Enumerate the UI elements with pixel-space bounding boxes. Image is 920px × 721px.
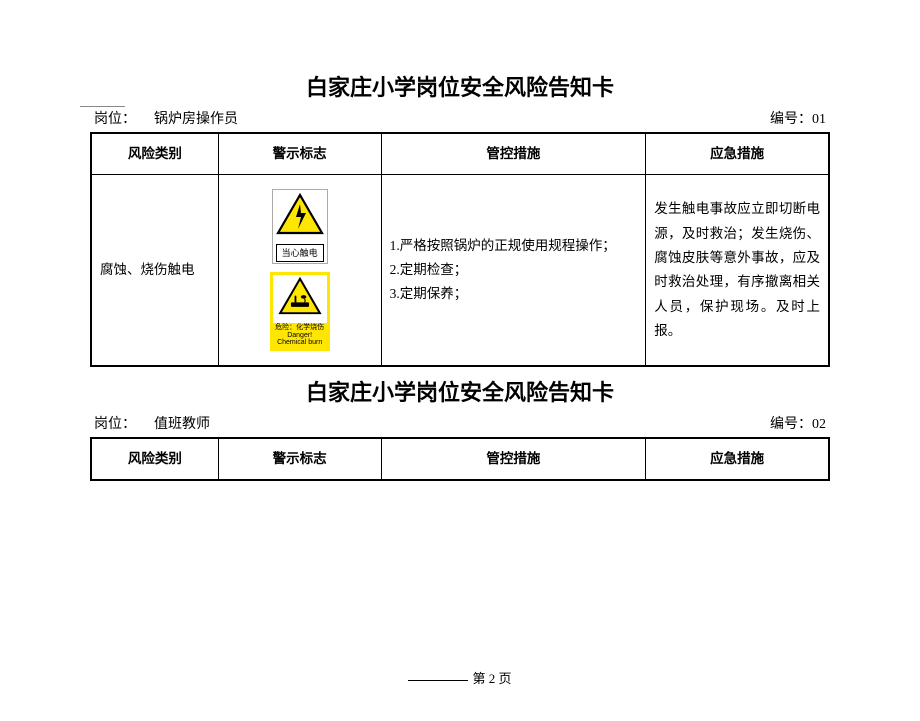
card1-subheader: 岗位： 锅炉房操作员 编号：01	[90, 108, 830, 132]
chem-label-en: Danger! Chemical burn	[277, 332, 322, 347]
page-footer: 第 2 页	[0, 668, 920, 687]
card2-post-label: 岗位：	[94, 413, 136, 433]
th-sign: 警示标志	[218, 133, 381, 175]
card1-title: 白家庄小学岗位安全风险告知卡	[90, 70, 830, 102]
card2-table: 风险类别 警示标志 管控措施 应急措施	[90, 437, 830, 481]
card2-id-label: 编号：	[770, 417, 812, 432]
card1-post-value: 锅炉房操作员	[154, 108, 238, 128]
cell-ctrl: 1.严格按照锅炉的正规使用规程操作； 2.定期检查； 3.定期保养；	[381, 175, 646, 366]
card2-subheader: 岗位： 值班教师 编号：02	[90, 413, 830, 437]
chem-label-zh: 危险：化学烧伤	[275, 324, 324, 331]
th2-risk: 风险类别	[91, 438, 218, 480]
chemical-warning-icon	[278, 277, 322, 315]
card2-id-value: 02	[812, 417, 826, 432]
card2-post-value: 值班教师	[154, 413, 210, 433]
cell-signs: 当心触电 危险：	[218, 175, 381, 366]
th-ctrl: 管控措施	[381, 133, 646, 175]
footer-text: 第 2 页	[472, 671, 511, 686]
card1-data-row: 腐蚀、烧伤触电 当心触电	[91, 175, 829, 366]
warning-sign-electric: 当心触电	[272, 189, 328, 263]
card1-header-row: 风险类别 警示标志 管控措施 应急措施	[91, 133, 829, 175]
th-risk: 风险类别	[91, 133, 218, 175]
th2-ctrl: 管控措施	[381, 438, 646, 480]
card1-table: 风险类别 警示标志 管控措施 应急措施 腐蚀、烧伤触电 当心触电	[90, 132, 830, 367]
warning-sign-chemical: 危险：化学烧伤 Danger! Chemical burn	[270, 272, 330, 351]
card1-id-label: 编号：	[770, 112, 812, 127]
card1-post-label: 岗位：	[94, 108, 136, 128]
card2-title: 白家庄小学岗位安全风险告知卡	[90, 375, 830, 407]
header-underline	[80, 106, 125, 107]
electric-sign-label: 当心触电	[276, 244, 324, 262]
cell-emerg: 发生触电事故应立即切断电源，及时救治；发生烧伤、腐蚀皮肤等意外事故，应及时救治处…	[646, 175, 829, 366]
th-emerg: 应急措施	[646, 133, 829, 175]
card1-id-value: 01	[812, 112, 826, 127]
th2-emerg: 应急措施	[646, 438, 829, 480]
cell-risk: 腐蚀、烧伤触电	[91, 175, 218, 366]
card2-header-row: 风险类别 警示标志 管控措施 应急措施	[91, 438, 829, 480]
chemical-sign-label: 危险：化学烧伤 Danger! Chemical burn	[273, 323, 327, 348]
footer-rule	[408, 680, 468, 681]
th2-sign: 警示标志	[218, 438, 381, 480]
electric-warning-icon	[276, 193, 324, 235]
